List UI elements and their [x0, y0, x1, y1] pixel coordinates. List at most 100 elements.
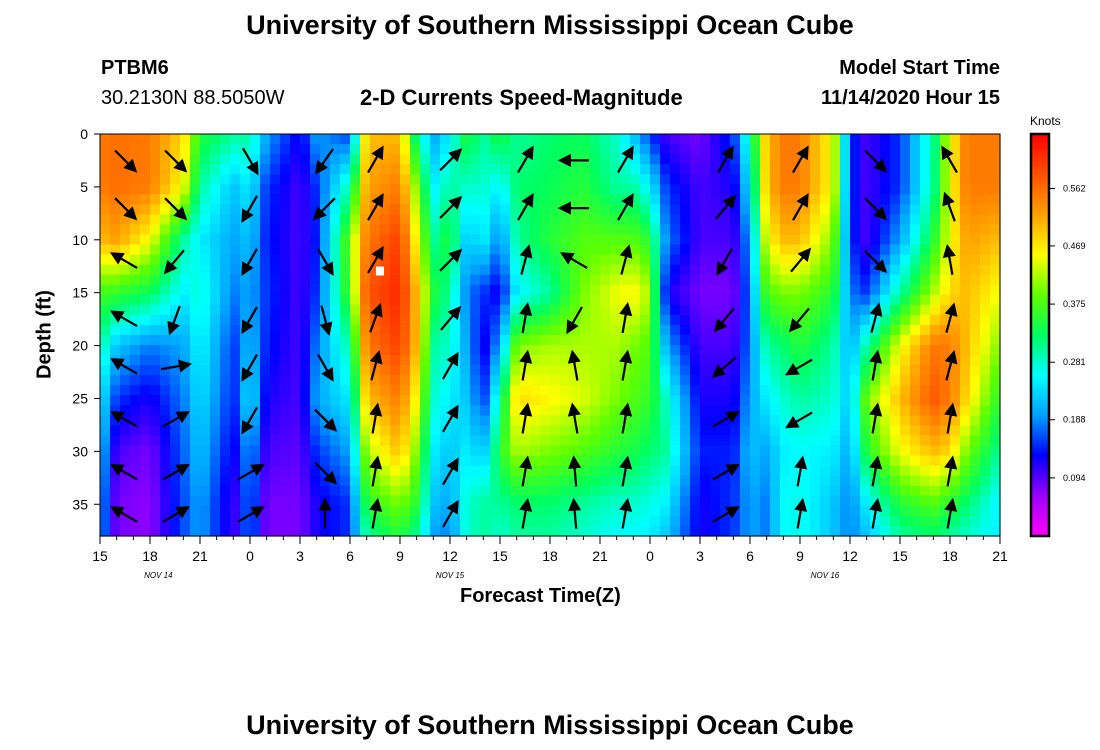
heatmap-cell	[610, 465, 621, 477]
heatmap-cell	[440, 164, 451, 175]
heatmap-cell	[720, 244, 731, 256]
heatmap-cell	[120, 144, 131, 155]
heatmap-cell	[810, 224, 821, 236]
heatmap-cell	[500, 234, 511, 246]
heatmap-cell	[240, 164, 251, 175]
heatmap-cell	[990, 304, 1001, 316]
heatmap-cell	[430, 525, 441, 537]
heatmap-cell	[120, 274, 131, 286]
heatmap-cell	[880, 435, 891, 447]
heatmap-cell	[140, 345, 151, 356]
heatmap-cell	[630, 264, 641, 276]
heatmap-cell	[330, 164, 341, 175]
heatmap-cell	[580, 365, 591, 376]
heatmap-cell	[960, 324, 971, 336]
heatmap-cell	[390, 445, 401, 457]
heatmap-cell	[140, 274, 151, 286]
heatmap-cell	[900, 475, 911, 487]
heatmap-cell	[910, 284, 921, 296]
heatmap-cell	[560, 485, 571, 497]
heatmap-cell	[770, 385, 781, 396]
heatmap-cell	[590, 324, 601, 336]
heatmap-cell	[580, 505, 591, 517]
heatmap-cell	[660, 294, 671, 306]
heatmap-cell	[770, 445, 781, 457]
heatmap-cell	[890, 174, 901, 185]
heatmap-cell	[180, 284, 191, 296]
heatmap-cell	[450, 144, 461, 155]
heatmap-cell	[660, 194, 671, 205]
heatmap-cell	[110, 204, 121, 215]
heatmap-cell	[220, 385, 231, 396]
heatmap-cell	[140, 415, 151, 427]
heatmap-cell	[610, 335, 621, 346]
heatmap-cell	[880, 425, 891, 437]
heatmap-cell	[340, 214, 351, 226]
heatmap-cell	[660, 254, 671, 266]
heatmap-cell	[410, 314, 421, 326]
heatmap-cell	[810, 234, 821, 246]
current-vector-arrow	[369, 302, 383, 333]
heatmap-cell	[600, 214, 611, 226]
heatmap-cell	[700, 355, 711, 366]
heatmap-cell	[900, 304, 911, 316]
y-tick-label: 15	[72, 285, 88, 301]
heatmap-cell	[970, 355, 981, 366]
heatmap-cell	[680, 144, 691, 155]
heatmap-cell	[610, 495, 621, 507]
heatmap-cell	[520, 274, 531, 286]
heatmap-cell	[910, 224, 921, 236]
heatmap-cell	[260, 324, 271, 336]
heatmap-cell	[900, 525, 911, 537]
heatmap-cell	[220, 274, 231, 286]
heatmap-cell	[850, 214, 861, 226]
heatmap-cell	[640, 515, 651, 527]
heatmap-cell	[290, 425, 301, 437]
heatmap-cell	[150, 435, 161, 447]
heatmap-cell	[230, 335, 241, 346]
heatmap-cell	[980, 314, 991, 326]
heatmap-cell	[680, 515, 691, 527]
heatmap-cell	[940, 264, 951, 276]
heatmap-cell	[430, 304, 441, 316]
heatmap-cell	[670, 214, 681, 226]
heatmap-cell	[210, 485, 221, 497]
heatmap-cell	[400, 314, 411, 326]
heatmap-cell	[420, 194, 431, 205]
heatmap-cell	[490, 194, 501, 205]
heatmap-cell	[530, 294, 541, 306]
heatmap-cell	[930, 294, 941, 306]
current-vector-arrow	[369, 455, 383, 487]
heatmap-cell	[140, 335, 151, 346]
heatmap-cell	[860, 144, 871, 155]
heatmap-cell	[150, 164, 161, 175]
heatmap-cell	[830, 144, 841, 155]
heatmap-cell	[740, 184, 751, 195]
current-vector-arrow	[517, 145, 534, 174]
heatmap-cell	[930, 395, 941, 406]
heatmap-cell	[580, 164, 591, 175]
heatmap-cell	[820, 515, 831, 527]
heatmap-cell	[570, 194, 581, 205]
heatmap-cell	[440, 214, 451, 226]
heatmap-cell	[550, 455, 561, 467]
heatmap-cell	[930, 174, 941, 185]
heatmap-cell	[610, 505, 621, 517]
model-start-value: 11/14/2020 Hour 15	[820, 87, 1000, 109]
heatmap-cell	[310, 314, 321, 326]
heatmap-cell	[120, 324, 131, 336]
heatmap-cell	[760, 475, 771, 487]
heatmap-cell	[340, 194, 351, 205]
heatmap-cell	[990, 395, 1001, 406]
heatmap-cell	[270, 465, 281, 477]
heatmap-cell	[250, 335, 261, 346]
heatmap-cell	[860, 204, 871, 215]
heatmap-cell	[810, 274, 821, 286]
heatmap-cell	[820, 134, 831, 145]
heatmap-cell	[490, 345, 501, 356]
heatmap-cell	[930, 465, 941, 477]
heatmap-cell	[840, 425, 851, 437]
heatmap-cell	[300, 355, 311, 366]
heatmap-cell	[960, 174, 971, 185]
heatmap-cell	[330, 395, 341, 406]
